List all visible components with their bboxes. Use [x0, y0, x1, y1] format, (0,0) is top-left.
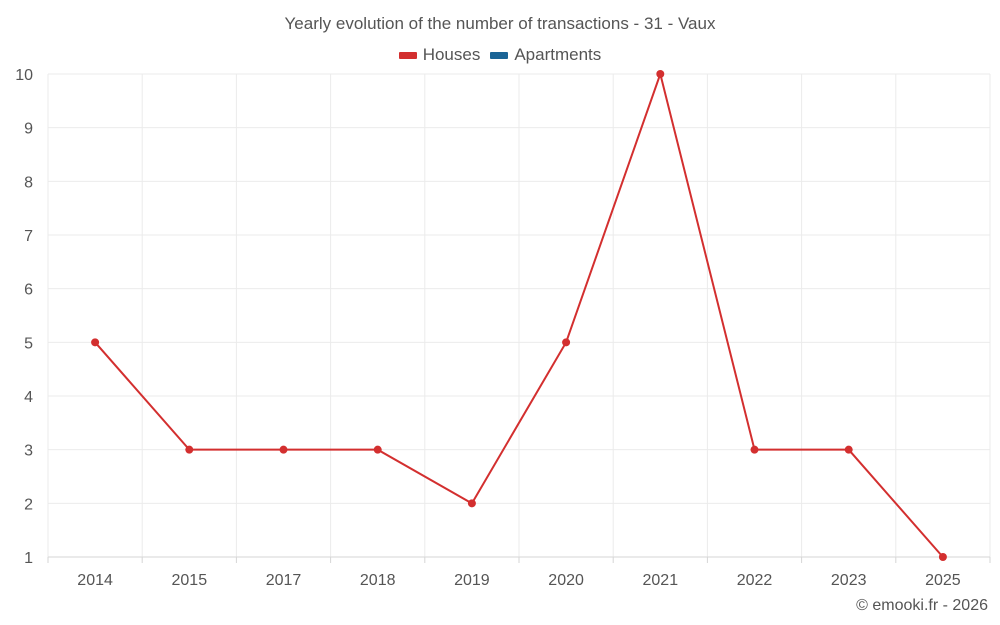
x-tick-label: 2019	[454, 572, 490, 589]
x-tick-label: 2015	[172, 572, 208, 589]
data-point-houses	[656, 70, 665, 78]
data-point-houses	[279, 445, 288, 454]
y-tick-label: 5	[24, 335, 33, 352]
x-tick-label: 2020	[548, 572, 584, 589]
y-tick-label: 6	[24, 282, 33, 299]
data-point-houses	[750, 445, 759, 454]
legend: Houses Apartments	[0, 45, 1000, 65]
data-point-houses	[91, 338, 100, 347]
data-point-houses	[938, 553, 947, 561]
x-tick-label: 2014	[77, 572, 113, 589]
y-tick-label: 4	[24, 389, 33, 406]
legend-item-apartments[interactable]: Apartments	[490, 45, 601, 65]
y-tick-label: 7	[24, 228, 33, 245]
data-point-houses	[844, 445, 853, 454]
y-tick-label: 9	[24, 121, 33, 138]
x-tick-label: 2017	[266, 572, 302, 589]
x-tick-label: 2023	[831, 572, 867, 589]
x-tick-label: 2021	[643, 572, 679, 589]
legend-label-houses: Houses	[422, 45, 481, 64]
y-tick-label: 2	[24, 496, 33, 513]
x-tick-label: 2018	[360, 572, 396, 589]
credit-text: © emooki.fr - 2026	[856, 597, 988, 614]
x-tick-label: 2022	[737, 572, 773, 589]
data-point-houses	[467, 499, 476, 508]
legend-swatch-houses	[398, 51, 417, 59]
y-tick-label: 8	[24, 174, 33, 191]
legend-item-houses[interactable]: Houses	[398, 45, 481, 65]
y-tick-label: 1	[24, 550, 33, 567]
y-tick-label: 3	[24, 443, 33, 460]
y-tick-label: 10	[15, 67, 33, 84]
legend-swatch-apartments	[490, 51, 509, 59]
data-point-houses	[562, 338, 571, 347]
data-point-houses	[185, 445, 194, 454]
chart-title: Yearly evolution of the number of transa…	[284, 14, 716, 33]
data-point-houses	[373, 445, 382, 454]
x-tick-label: 2025	[925, 572, 961, 589]
series-line-houses	[94, 70, 944, 558]
legend-label-apartments: Apartments	[514, 45, 602, 64]
